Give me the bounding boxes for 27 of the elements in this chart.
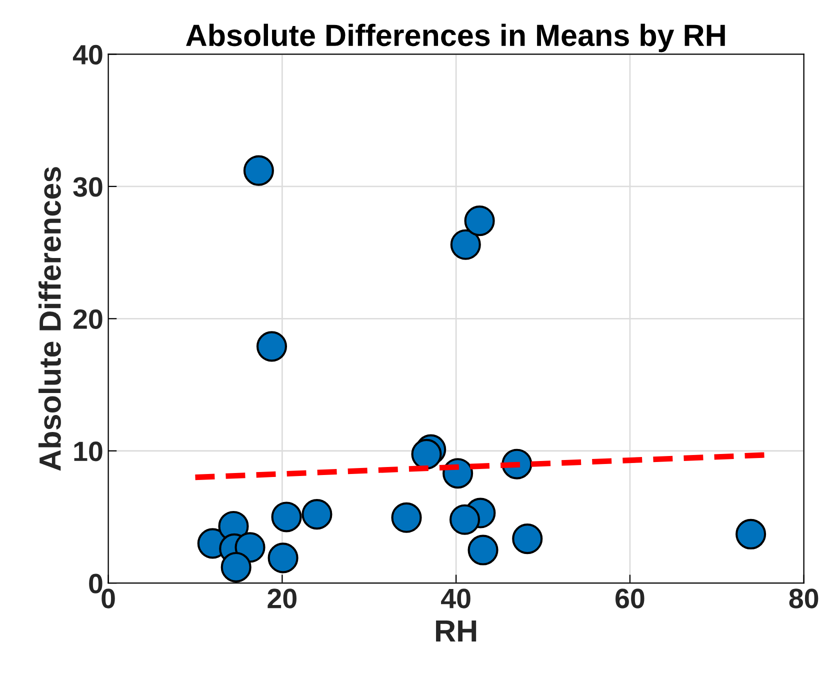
y-tick-label: 40 xyxy=(72,44,102,65)
point xyxy=(449,504,480,535)
y-tick-label: 30 xyxy=(73,177,102,197)
point xyxy=(391,502,422,533)
y-tick-label: 10 xyxy=(74,442,102,462)
point xyxy=(512,524,543,554)
y-tick-label: 20 xyxy=(74,309,102,329)
point xyxy=(268,542,298,574)
x-tick-label: 40 xyxy=(441,588,470,608)
point xyxy=(464,206,495,236)
point xyxy=(411,438,442,470)
point xyxy=(256,331,288,362)
x-tick-label: 0 xyxy=(102,588,115,608)
y-axis-title: Absolute Differences xyxy=(38,167,61,471)
x-tick-label: 80 xyxy=(789,588,818,608)
point xyxy=(450,229,481,260)
x-tick-label: 60 xyxy=(616,588,644,608)
point xyxy=(736,518,766,550)
x-axis-title: RH xyxy=(436,620,476,642)
point xyxy=(302,499,332,530)
x-tick-label: 20 xyxy=(268,588,296,608)
y-tick-label: 0 xyxy=(89,574,102,594)
chart-title: Absolute Differences in Means by RH xyxy=(186,24,725,52)
point xyxy=(271,502,302,532)
point xyxy=(220,552,252,582)
point xyxy=(468,534,498,566)
point xyxy=(243,155,274,186)
